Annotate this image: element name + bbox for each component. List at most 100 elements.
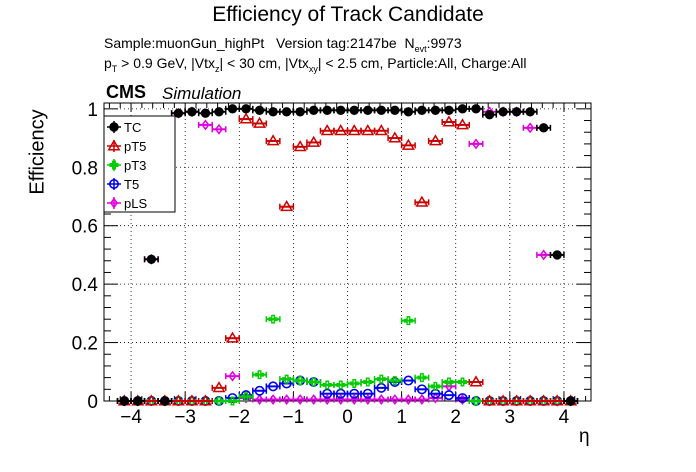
- point-pt5: [428, 134, 442, 146]
- point-t5: [457, 393, 468, 404]
- point-pt5: [550, 394, 564, 406]
- x-axis-label: η: [579, 426, 590, 447]
- point-t5: [403, 375, 414, 386]
- point-t5: [416, 384, 427, 395]
- point-tc: [227, 104, 238, 114]
- point-tc: [133, 396, 143, 406]
- legend-label-tc: TC: [124, 120, 141, 135]
- point-t5: [227, 393, 238, 404]
- nevt-label: N: [404, 35, 415, 51]
- y-tick-label: 0.6: [72, 217, 98, 238]
- point-pt3: [390, 376, 400, 386]
- point-pt5: [415, 195, 429, 207]
- point-tc: [552, 250, 562, 260]
- point-pt5: [307, 135, 321, 147]
- point-pls: [525, 122, 535, 134]
- legend-label-pt3: pT3: [124, 158, 146, 173]
- y-tick-label: 0: [87, 392, 98, 413]
- point-pls: [268, 394, 278, 405]
- point-tc: [430, 105, 441, 116]
- point-tc: [336, 105, 346, 116]
- y-axis-label: Efficiency: [26, 109, 49, 195]
- point-tc: [349, 105, 359, 116]
- legend-marker-t5: [109, 179, 120, 190]
- point-pls: [214, 123, 224, 135]
- point-pt5: [171, 394, 185, 406]
- point-tc: [538, 123, 549, 133]
- simulation-label: Simulation: [162, 84, 242, 103]
- point-tc: [281, 107, 292, 117]
- series-tc: [116, 104, 579, 406]
- vtxz-sub: z: [214, 63, 220, 74]
- x-tick-label: 3: [505, 407, 516, 428]
- point-tc: [525, 107, 535, 117]
- point-tc: [187, 107, 197, 117]
- point-pt5: [334, 124, 348, 136]
- point-pt3: [309, 377, 319, 387]
- x-tick-label: −4: [120, 407, 142, 428]
- point-pt3: [430, 381, 440, 391]
- point-pt5: [401, 138, 415, 150]
- point-pt5: [280, 200, 294, 212]
- point-pls: [417, 394, 427, 405]
- point-tc: [241, 104, 251, 114]
- point-tc: [119, 396, 129, 406]
- info-line-cuts: pT > 0.9 GeV, |Vtxz| < 30 cm, |Vtxxy| < …: [104, 55, 527, 74]
- legend: TC pT5 pT3 T5 pLS: [103, 115, 176, 213]
- point-tc: [322, 105, 332, 116]
- point-tc: [268, 107, 278, 117]
- point-pls: [255, 394, 264, 405]
- point-t5: [322, 388, 333, 399]
- legend-marker-tc: [109, 122, 119, 132]
- point-pt5: [374, 124, 388, 136]
- point-pls: [228, 370, 237, 382]
- y-tick-label: 0.8: [72, 158, 98, 179]
- y-tick-label: 1: [87, 100, 98, 121]
- point-tc: [471, 104, 481, 114]
- point-pt3: [268, 314, 278, 324]
- sample-label: Sample:muonGun_highPt: [104, 35, 265, 51]
- point-tc: [511, 107, 522, 117]
- point-pt5: [253, 116, 267, 128]
- info-line-sample: Sample:muonGun_highPt Version tag:2147be…: [104, 35, 462, 54]
- point-tc: [498, 107, 508, 117]
- point-pt5: [469, 375, 483, 387]
- point-pls: [201, 119, 210, 131]
- cms-label: CMS: [106, 82, 146, 102]
- vtxxy-cut: | < 2.5 cm, Particle:All, Charge:All: [317, 55, 527, 71]
- point-t5: [335, 388, 346, 399]
- point-pt5: [144, 394, 158, 406]
- point-pt3: [349, 378, 359, 388]
- point-pt5: [347, 124, 361, 136]
- point-tc: [173, 108, 184, 118]
- point-t5: [349, 388, 360, 399]
- series-pls: [116, 106, 579, 407]
- point-pt5: [185, 394, 199, 406]
- point-pls: [377, 394, 386, 405]
- point-pt5: [442, 115, 456, 127]
- point-t5: [362, 388, 373, 399]
- point-pt3: [214, 396, 224, 406]
- point-pt5: [212, 381, 226, 393]
- point-pt5: [266, 134, 280, 146]
- x-tick-label: −3: [174, 407, 196, 428]
- point-pt3: [471, 396, 481, 406]
- point-pt5: [455, 118, 469, 130]
- point-tc: [444, 105, 454, 116]
- point-pt5: [496, 394, 510, 406]
- y-tick-label: 0.2: [72, 334, 98, 355]
- vtxz-cut: | < 30 cm, |Vtx: [219, 55, 309, 71]
- pt-cut: > 0.9 GeV, |Vtx: [117, 55, 215, 71]
- chart-title: Efficiency of Track Candidate: [212, 3, 484, 26]
- x-tick-label: −1: [283, 407, 305, 428]
- x-tick-label: 2: [450, 407, 461, 428]
- point-pt5: [320, 124, 334, 136]
- point-pt3: [336, 380, 346, 390]
- point-tc: [254, 105, 265, 116]
- legend-label-t5: T5: [124, 177, 139, 192]
- point-pt5: [483, 394, 497, 406]
- point-pt5: [198, 394, 212, 406]
- point-pt5: [361, 124, 375, 136]
- point-pls: [471, 138, 481, 150]
- point-pt5: [523, 394, 537, 406]
